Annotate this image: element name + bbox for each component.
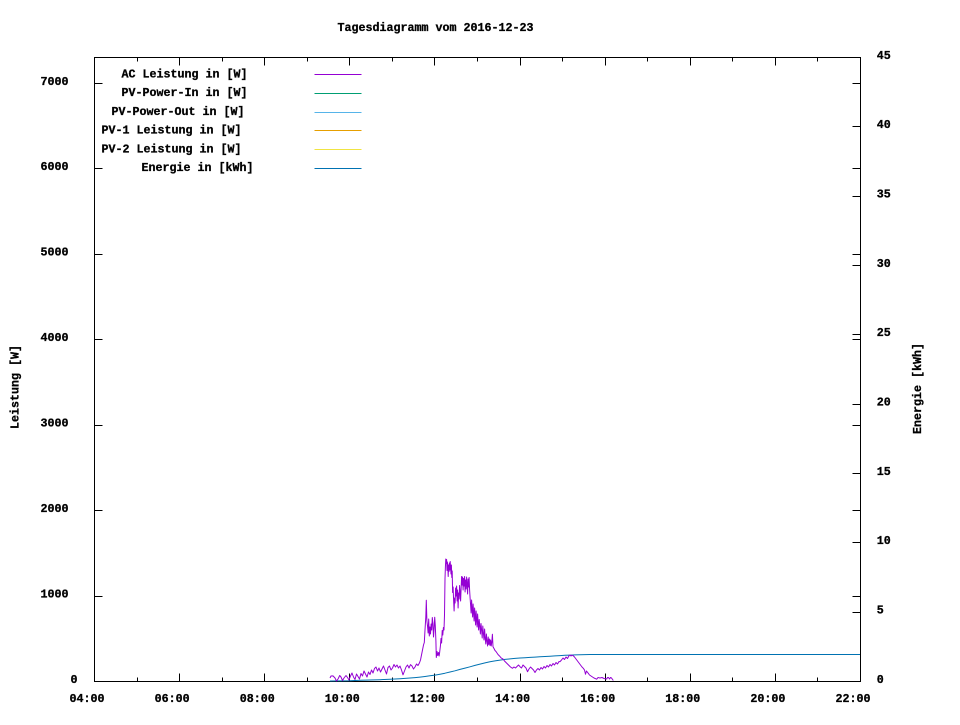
svg-text:12:00: 12:00 xyxy=(410,692,445,706)
svg-text:PV-1 Leistung in [W]: PV-1 Leistung in [W] xyxy=(102,124,242,138)
svg-text:06:00: 06:00 xyxy=(155,692,190,706)
svg-text:Leistung [W]: Leistung [W] xyxy=(9,345,23,429)
svg-text:7000: 7000 xyxy=(41,75,69,89)
svg-text:08:00: 08:00 xyxy=(240,692,275,706)
svg-text:16:00: 16:00 xyxy=(580,692,615,706)
svg-text:3000: 3000 xyxy=(41,417,69,431)
svg-text:35: 35 xyxy=(877,188,891,202)
svg-text:22:00: 22:00 xyxy=(836,692,871,706)
svg-text:40: 40 xyxy=(877,118,891,132)
svg-text:PV-Power-Out in [W]: PV-Power-Out in [W] xyxy=(112,105,245,119)
svg-text:18:00: 18:00 xyxy=(665,692,700,706)
svg-text:Tagesdiagramm vom 2016-12-23: Tagesdiagramm vom 2016-12-23 xyxy=(338,21,534,35)
svg-text:15: 15 xyxy=(877,465,891,479)
svg-text:20:00: 20:00 xyxy=(750,692,785,706)
svg-text:10:00: 10:00 xyxy=(325,692,360,706)
svg-text:Energie in [kWh]: Energie in [kWh] xyxy=(142,161,254,175)
svg-text:PV-Power-In in [W]: PV-Power-In in [W] xyxy=(122,86,248,100)
svg-text:45: 45 xyxy=(877,49,891,63)
svg-text:AC Leistung in [W]: AC Leistung in [W] xyxy=(122,67,248,81)
svg-text:30: 30 xyxy=(877,257,891,271)
svg-text:PV-2 Leistung in [W]: PV-2 Leistung in [W] xyxy=(102,142,242,156)
svg-text:0: 0 xyxy=(877,673,884,687)
svg-text:1000: 1000 xyxy=(41,587,69,601)
svg-text:04:00: 04:00 xyxy=(70,692,105,706)
svg-text:5: 5 xyxy=(877,604,884,618)
svg-text:0: 0 xyxy=(71,673,78,687)
svg-text:10: 10 xyxy=(877,534,891,548)
svg-text:20: 20 xyxy=(877,396,891,410)
svg-text:Energie [kWh]: Energie [kWh] xyxy=(911,343,925,434)
svg-text:4000: 4000 xyxy=(41,331,69,345)
svg-text:6000: 6000 xyxy=(41,160,69,174)
svg-text:14:00: 14:00 xyxy=(495,692,530,706)
svg-text:5000: 5000 xyxy=(41,246,69,260)
svg-text:25: 25 xyxy=(877,326,891,340)
svg-text:2000: 2000 xyxy=(41,502,69,516)
